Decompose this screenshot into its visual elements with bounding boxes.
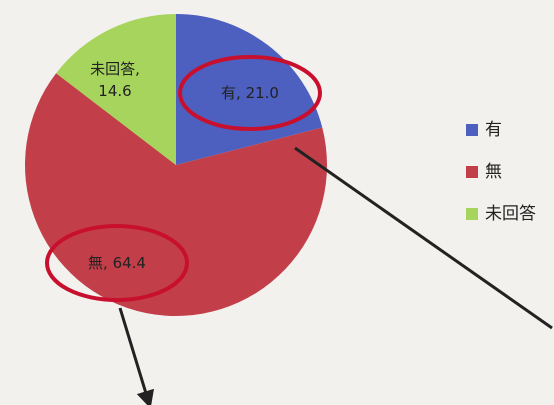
pie-slice xyxy=(56,14,176,165)
slices xyxy=(24,14,328,316)
legend-label: 無 xyxy=(485,162,502,182)
legend-swatch xyxy=(466,166,478,178)
data-label: 有, 21.0 xyxy=(221,84,279,102)
data-label: 無, 64.4 xyxy=(88,254,146,272)
legend-swatch xyxy=(466,208,478,220)
legend-swatch xyxy=(466,124,478,136)
pie-slice xyxy=(24,73,328,316)
annotation-arrow xyxy=(118,307,154,405)
legend-label: 有 xyxy=(485,120,502,140)
highlight-ellipse xyxy=(45,224,189,302)
annotation-arrow xyxy=(294,146,553,330)
data-label: 未回答, 14.6 xyxy=(90,60,140,100)
legend-label: 未回答 xyxy=(485,204,536,224)
highlight-ellipse xyxy=(178,55,322,131)
pie-slice xyxy=(176,14,323,165)
